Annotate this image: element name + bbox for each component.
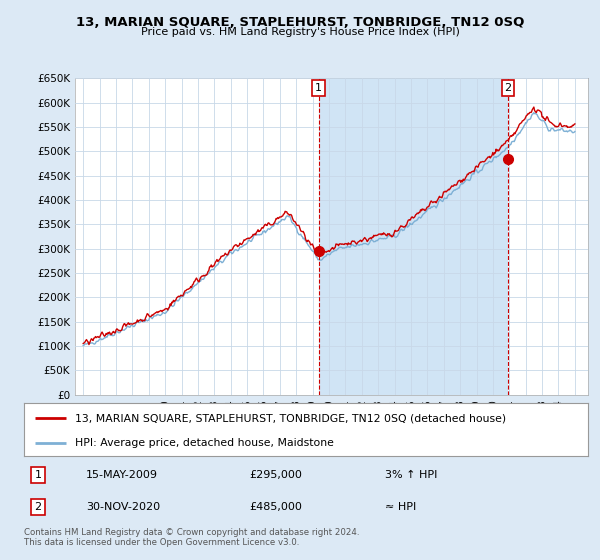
Bar [319,78,508,395]
Text: HPI: Average price, detached house, Maidstone: HPI: Average price, detached house, Maid… [75,438,334,448]
Text: 13, MARIAN SQUARE, STAPLEHURST, TONBRIDGE, TN12 0SQ (detached house): 13, MARIAN SQUARE, STAPLEHURST, TONBRIDG… [75,413,506,423]
Text: 13, MARIAN SQUARE, STAPLEHURST, TONBRIDGE, TN12 0SQ: 13, MARIAN SQUARE, STAPLEHURST, TONBRIDG… [76,16,524,29]
Text: Contains HM Land Registry data © Crown copyright and database right 2024.
This d: Contains HM Land Registry data © Crown c… [24,528,359,547]
Text: £295,000: £295,000 [250,470,302,480]
Text: 2: 2 [505,83,512,93]
Text: 1: 1 [315,83,322,93]
Text: £485,000: £485,000 [250,502,302,512]
Text: 30-NOV-2020: 30-NOV-2020 [86,502,160,512]
Text: Price paid vs. HM Land Registry's House Price Index (HPI): Price paid vs. HM Land Registry's House … [140,27,460,37]
Text: 3% ↑ HPI: 3% ↑ HPI [385,470,437,480]
Text: ≈ HPI: ≈ HPI [385,502,416,512]
Text: 2: 2 [35,502,41,512]
Text: 15-MAY-2009: 15-MAY-2009 [86,470,158,480]
Text: 1: 1 [35,470,41,480]
